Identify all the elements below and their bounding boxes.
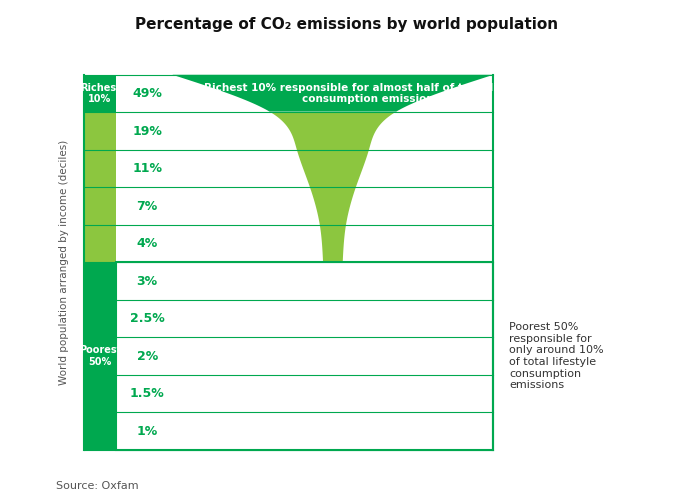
Text: 49%: 49%	[133, 87, 162, 100]
Bar	[84, 150, 116, 187]
Text: 19%: 19%	[133, 124, 162, 137]
Polygon shape	[271, 113, 395, 262]
Bar	[116, 75, 493, 112]
Bar	[116, 262, 493, 300]
Bar	[84, 75, 116, 112]
Bar	[116, 412, 493, 450]
Bar	[84, 300, 116, 337]
Bar	[84, 262, 116, 300]
Bar	[116, 375, 493, 412]
Text: Richest
10%: Richest 10%	[80, 83, 121, 104]
Text: Poorest 50%
responsible for
only around 10%
of total lifestyle
consumption
emiss: Poorest 50% responsible for only around …	[509, 322, 604, 390]
Text: Percentage of CO₂ emissions by world population: Percentage of CO₂ emissions by world pop…	[135, 17, 559, 32]
Text: 2%: 2%	[137, 350, 158, 363]
Text: 1%: 1%	[137, 425, 158, 437]
Bar	[116, 150, 493, 187]
Bar	[84, 412, 116, 450]
Text: 11%: 11%	[133, 162, 162, 175]
Polygon shape	[323, 263, 343, 450]
Text: World population arranged by income (deciles): World population arranged by income (dec…	[58, 140, 69, 385]
Text: Poorest
50%: Poorest 50%	[79, 345, 121, 367]
Text: 7%: 7%	[137, 199, 158, 213]
Bar	[84, 225, 116, 262]
Text: Source: Oxfam: Source: Oxfam	[56, 481, 138, 491]
Bar	[116, 300, 493, 337]
Bar	[116, 112, 493, 150]
Text: 1.5%: 1.5%	[130, 387, 164, 400]
Bar	[116, 262, 493, 450]
Bar	[84, 187, 116, 225]
Text: 2.5%: 2.5%	[130, 312, 164, 325]
Bar	[84, 375, 116, 412]
Text: 3%: 3%	[137, 275, 158, 288]
Bar	[116, 187, 493, 225]
Bar	[116, 225, 493, 262]
Bar	[84, 112, 116, 150]
Bar	[84, 337, 116, 375]
Bar	[116, 337, 493, 375]
Text: 4%: 4%	[137, 237, 158, 250]
Text: Richest 10% responsible for almost half of total lifestyle
consumption emissions: Richest 10% responsible for almost half …	[204, 83, 537, 104]
Polygon shape	[172, 75, 493, 112]
